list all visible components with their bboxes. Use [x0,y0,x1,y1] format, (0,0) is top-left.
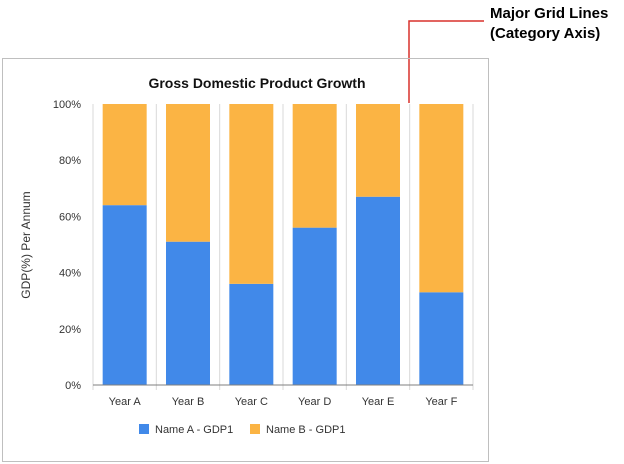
bar-series-a [419,292,464,385]
bar-series-a [102,205,147,385]
x-tick-label: Year F [425,396,457,408]
y-tick-label: 0% [65,380,81,392]
bar-series-b [229,104,274,284]
bar-series-b [166,104,210,242]
legend-label: Name B - GDP1 [266,424,345,436]
bar-series-b [292,104,337,228]
x-tick-label: Year A [109,396,142,408]
bar-series-a [166,241,210,385]
callout-pointer-line [408,20,484,103]
y-axis-label: GDP(%) Per Annum [19,191,33,298]
bar-series-a [292,227,337,385]
chart-frame [2,58,489,462]
callout-line1: Major Grid Lines [490,5,609,22]
x-tick-label: Year B [172,396,205,408]
y-tick-label: 60% [59,211,81,223]
y-tick-label: 100% [53,99,81,111]
bar-series-b [419,104,464,293]
bar-series-b [356,104,400,197]
legend-swatch [139,424,149,434]
y-tick-label: 20% [59,324,81,336]
chart-title: Gross Domestic Product Growth [148,75,365,91]
legend-swatch [250,424,260,434]
x-tick-label: Year E [362,396,395,408]
callout-line2: (Category Axis) [490,25,601,42]
legend-label: Name A - GDP1 [155,424,233,436]
y-tick-label: 80% [59,155,81,167]
callout-annotation: Major Grid Lines (Category Axis) [490,4,608,44]
bar-series-a [356,196,400,385]
bar-series-b [102,104,147,206]
y-tick-label: 40% [59,268,81,280]
x-tick-label: Year C [235,396,268,408]
x-tick-label: Year D [298,396,331,408]
bar-series-a [229,283,274,385]
